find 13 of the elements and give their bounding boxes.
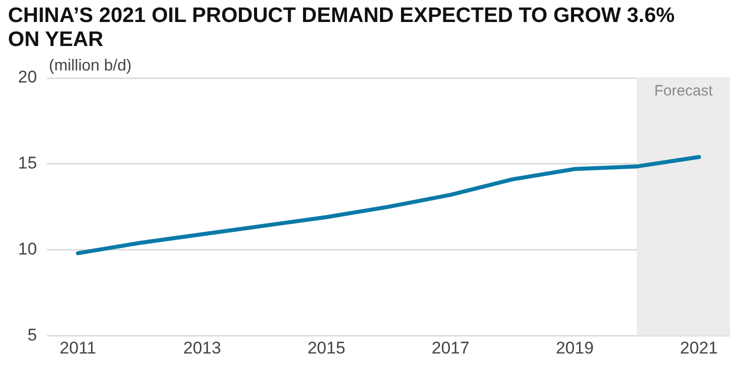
y-tick-label: 10 (18, 239, 37, 258)
band-label: Forecast (654, 82, 714, 100)
x-tick-label: 2013 (183, 338, 222, 358)
x-tick-label: 2015 (307, 338, 346, 358)
x-tick-label: 2017 (432, 338, 470, 358)
y-axis-title: (million b/d) (48, 57, 132, 74)
y-tick-label: 15 (18, 154, 37, 173)
y-tick-label: 20 (18, 68, 37, 87)
chart-title: CHINA’S 2021 OIL PRODUCT DEMAND EXPECTED TO GROW 3.6% ON YEAR (8, 4, 676, 52)
x-tick-label: 2021 (680, 338, 718, 358)
y-tick-label: 5 (27, 325, 37, 344)
x-tick-label: 2019 (556, 338, 594, 358)
x-tick-label: 2011 (60, 338, 96, 358)
